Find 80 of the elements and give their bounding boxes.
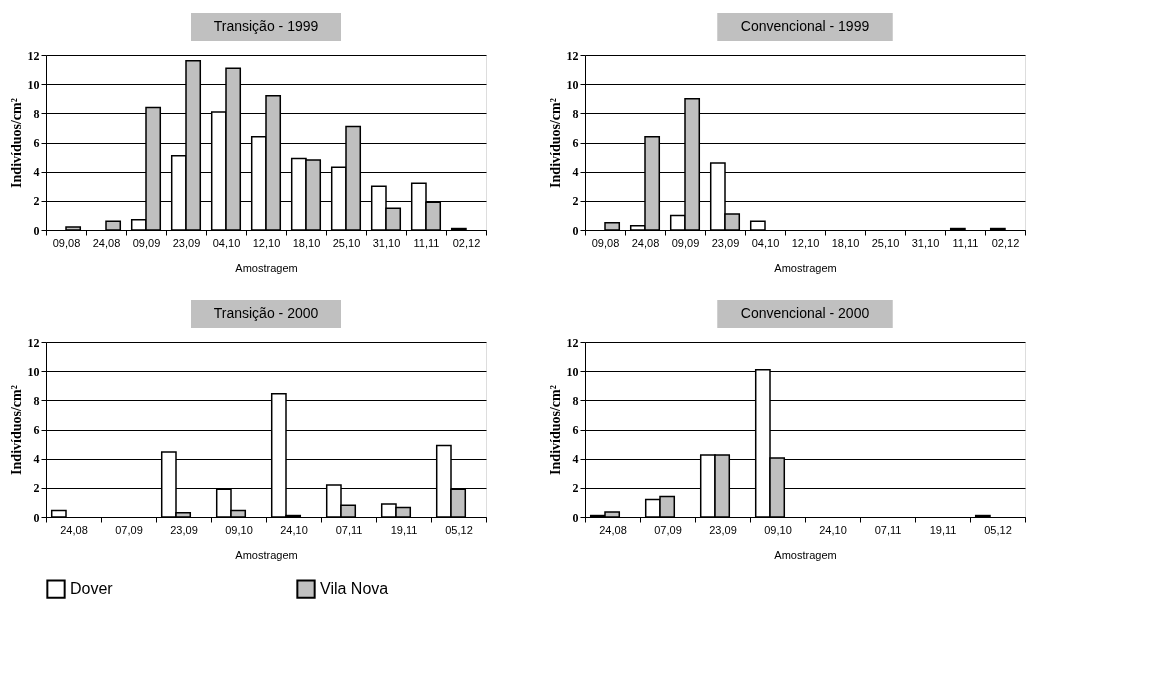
x-tick-label: 07,11 (874, 523, 902, 536)
x-tick-label: 04,10 (212, 236, 241, 249)
x-axis-title: Amostragem (774, 261, 837, 274)
y-tick-label: 10 (27, 77, 40, 92)
x-tick-label: 24,08 (60, 523, 88, 536)
y-tick-label: 6 (572, 423, 579, 437)
y-tick-label: 2 (572, 194, 579, 209)
x-tick-label: 24,10 (819, 523, 847, 536)
x-tick-label: 07,09 (115, 523, 143, 536)
chart-title: Convencional - 1999 (740, 18, 870, 34)
x-tick-label: 23,09 (172, 236, 201, 249)
y-tick-label: 0 (572, 510, 579, 525)
y-tick-label: 12 (566, 48, 579, 63)
y-tick-label: 4 (572, 452, 579, 467)
y-tick-label: 0 (33, 510, 40, 525)
y-tick-label: 12 (27, 335, 40, 350)
x-tick-label: 31,10 (372, 236, 401, 249)
y-tick-label: 2 (33, 481, 40, 496)
x-tick-label: 12,10 (791, 236, 820, 249)
x-tick-label: 24,08 (92, 236, 121, 249)
y-axis-title: Indivíduos/cm² (547, 98, 563, 188)
x-tick-label: 09,09 (132, 236, 161, 249)
x-tick-label: 23,09 (711, 236, 740, 249)
x-tick-label: 18,10 (831, 236, 860, 249)
x-tick-label: 12,10 (252, 236, 281, 249)
x-tick-label: 23,09 (170, 523, 198, 536)
y-tick-label: 4 (33, 452, 40, 467)
x-tick-label: 25,10 (332, 236, 361, 249)
chart-title: Convencional - 2000 (740, 305, 870, 321)
x-tick-label: 02,12 (991, 236, 1020, 249)
y-tick-label: 8 (33, 106, 40, 121)
x-tick-label: 09,08 (591, 236, 620, 249)
x-tick-label: 24,08 (631, 236, 660, 249)
x-tick-label: 25,10 (871, 236, 900, 249)
y-axis-title: Indivíduos/cm² (547, 385, 563, 475)
y-axis-title: Indivíduos/cm² (8, 98, 24, 188)
y-tick-label: 6 (33, 423, 40, 437)
x-tick-label: 19,11 (390, 523, 418, 536)
y-tick-label: 8 (33, 393, 40, 408)
x-tick-label: 11,11 (952, 236, 979, 249)
x-tick-label: 04,10 (751, 236, 780, 249)
y-tick-label: 10 (27, 364, 40, 379)
x-axis-title: Amostragem (774, 548, 837, 561)
x-tick-label: 23,09 (709, 523, 737, 536)
chart-title: Transição - 1999 (213, 18, 319, 34)
y-tick-label: 2 (33, 194, 40, 209)
x-axis-title: Amostragem (235, 548, 298, 561)
x-axis-title: Amostragem (235, 261, 298, 274)
x-tick-label: 31,10 (911, 236, 940, 249)
y-tick-label: 2 (572, 481, 579, 496)
x-tick-label: 24,10 (280, 523, 308, 536)
x-tick-label: 18,10 (292, 236, 321, 249)
y-tick-label: 6 (33, 136, 40, 150)
x-tick-label: 07,09 (654, 523, 682, 536)
y-tick-label: 8 (572, 393, 579, 408)
x-tick-label: 09,08 (52, 236, 81, 249)
legend-label: Dover (70, 580, 114, 598)
x-tick-label: 07,11 (335, 523, 363, 536)
y-tick-label: 4 (572, 165, 579, 180)
y-tick-label: 10 (566, 364, 579, 379)
y-tick-label: 12 (27, 48, 40, 63)
y-tick-label: 8 (572, 106, 579, 121)
y-axis-title: Indivíduos/cm² (8, 385, 24, 475)
x-tick-label: 09,10 (225, 523, 253, 536)
x-tick-label: 05,12 (445, 523, 473, 536)
x-tick-label: 05,12 (984, 523, 1012, 536)
x-tick-label: 19,11 (929, 523, 957, 536)
y-tick-label: 4 (33, 165, 40, 180)
x-tick-label: 24,08 (599, 523, 627, 536)
y-tick-label: 6 (572, 136, 579, 150)
x-tick-label: 09,09 (671, 236, 700, 249)
y-tick-label: 10 (566, 77, 579, 92)
legend-label: Vila Nova (320, 580, 389, 598)
y-tick-label: 12 (566, 335, 579, 350)
chart-title: Transição - 2000 (213, 305, 319, 321)
x-tick-label: 11,11 (413, 236, 440, 249)
x-tick-label: 02,12 (452, 236, 481, 249)
y-tick-label: 0 (33, 223, 40, 238)
y-tick-label: 0 (572, 223, 579, 238)
x-tick-label: 09,10 (764, 523, 792, 536)
